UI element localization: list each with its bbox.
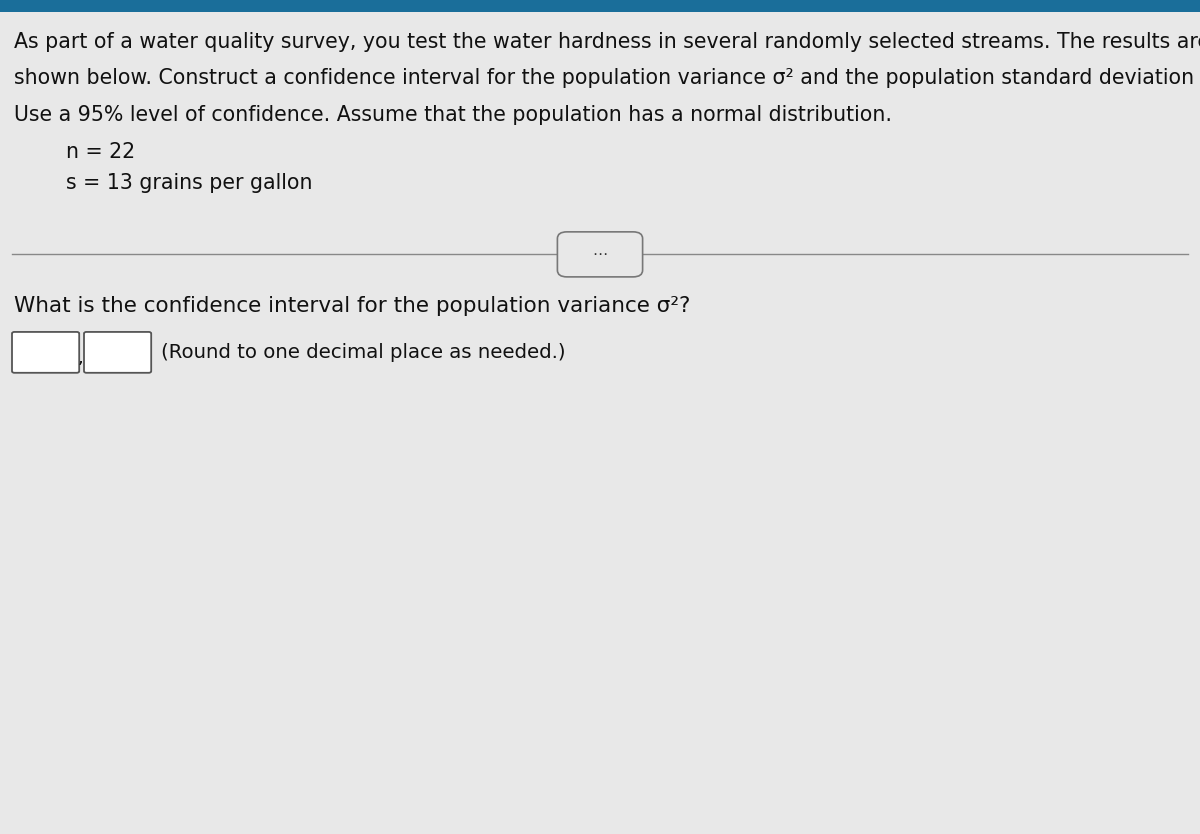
FancyBboxPatch shape	[84, 332, 151, 373]
Text: shown below. Construct a confidence interval for the population variance σ² and : shown below. Construct a confidence inte…	[14, 68, 1200, 88]
Text: As part of a water quality survey, you test the water hardness in several random: As part of a water quality survey, you t…	[14, 32, 1200, 52]
Text: ,: ,	[78, 349, 83, 367]
Text: Use a 95% level of confidence. Assume that the population has a normal distribut: Use a 95% level of confidence. Assume th…	[14, 105, 893, 125]
Bar	[0, 0, 1200, 12]
Text: n = 22: n = 22	[66, 142, 136, 162]
Text: s = 13 grains per gallon: s = 13 grains per gallon	[66, 173, 312, 193]
Text: What is the confidence interval for the population variance σ²?: What is the confidence interval for the …	[14, 296, 691, 316]
Text: ⋯: ⋯	[593, 247, 607, 262]
Text: (Round to one decimal place as needed.): (Round to one decimal place as needed.)	[161, 343, 565, 362]
FancyBboxPatch shape	[557, 232, 643, 277]
FancyBboxPatch shape	[12, 332, 79, 373]
